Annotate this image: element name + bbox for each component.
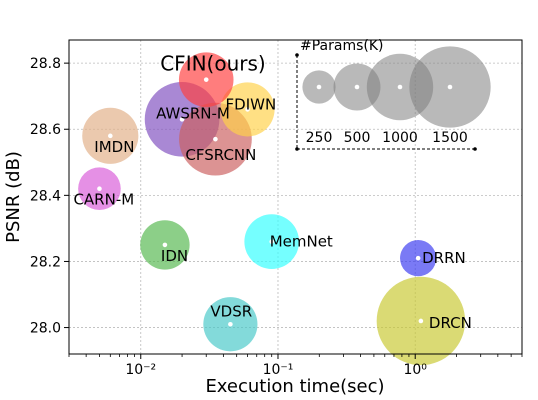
point-label: CFIN(ours)	[160, 52, 266, 76]
axes: 10⁻² 10⁻¹ 10⁰ 28.0 28.2 28.4 28.6 28.8	[30, 39, 523, 378]
point-label: DRRN	[422, 249, 466, 267]
x-tick-label: 10⁰	[403, 362, 427, 378]
point-label: AWSRN-M	[156, 104, 230, 122]
legend-size-label: 500	[344, 130, 371, 146]
point-label: CARN-M	[73, 191, 134, 209]
legend-size-label: 250	[306, 130, 333, 146]
y-tick-label: 28.4	[30, 188, 61, 204]
bubble-center-dot	[213, 136, 218, 142]
legend-size-label: 1500	[432, 130, 468, 146]
plot-frame	[68, 39, 523, 355]
bubble-center-dot	[108, 133, 113, 139]
legend-bubble-dot	[354, 84, 360, 90]
legend-bracket-dot	[295, 147, 299, 151]
y-tick-label: 28.8	[30, 56, 61, 72]
y-tick-label: 28.6	[30, 122, 61, 138]
bubble-center-dot	[203, 77, 209, 82]
legend-bubble-dot	[397, 84, 403, 90]
x-axis-title: Execution time(sec)	[205, 376, 384, 397]
bubble-series	[78, 52, 466, 366]
y-tick-label: 28.0	[30, 321, 61, 337]
point-label: DRCN	[429, 314, 472, 332]
bubble-center-dot	[245, 107, 250, 112]
point-label: IDN	[161, 247, 188, 265]
point-labels: DRCN VDSR MemNet DRRN IDN CARN-M IMDN AWSRN-M CF…	[73, 52, 471, 332]
point-label: FDIWN	[226, 95, 277, 113]
x-tick-label: 10⁻¹	[263, 362, 294, 378]
size-legend: #Params(K) 250 500 1000 1500	[295, 38, 491, 151]
legend-bracket-dot	[295, 53, 299, 57]
y-axis-title: PSNR (dB)	[3, 151, 24, 243]
bubble-center-dot	[228, 321, 233, 327]
bubble-center-dot	[179, 117, 185, 122]
point-label: VDSR	[210, 302, 252, 320]
bubble-center-dot	[97, 186, 102, 192]
bubble-center-dot	[162, 242, 168, 248]
legend-title: #Params(K)	[300, 38, 384, 54]
legend-bracket-dot	[473, 147, 477, 151]
point-label: IMDN	[94, 138, 134, 156]
legend-bubble-dot	[316, 84, 322, 90]
bubble-center-dot	[269, 239, 275, 244]
bubble-center-dot	[418, 318, 424, 324]
legend-bubble-dot	[447, 84, 453, 90]
x-tick-label: 10⁻²	[125, 362, 156, 378]
legend-size-label: 1000	[382, 130, 418, 146]
point-label: CFSRCNN	[185, 146, 256, 164]
y-tick-label: 28.2	[30, 254, 61, 270]
bubble-center-dot	[415, 255, 421, 261]
point-label: MemNet	[270, 233, 333, 251]
